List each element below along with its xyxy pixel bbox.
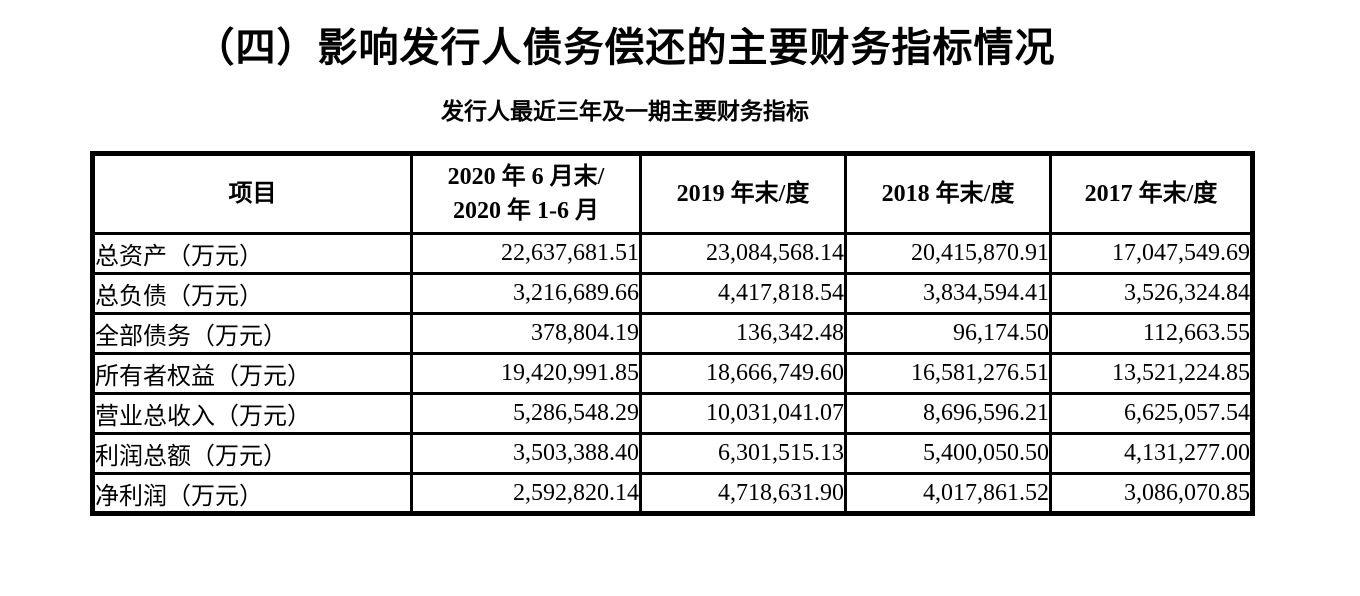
- value-2017: 112,663.55: [1049, 312, 1254, 355]
- value-2018: 16,581,276.51: [844, 352, 1052, 395]
- value-2018: 3,834,594.41: [844, 272, 1052, 315]
- row-label: 净利润（万元）: [91, 472, 413, 515]
- row-label: 总负债（万元）: [91, 272, 413, 315]
- row-label: 利润总额（万元）: [91, 432, 413, 475]
- value-2018: 96,174.50: [844, 312, 1052, 355]
- value-2017: 3,086,070.85: [1049, 472, 1254, 515]
- column-header-item: 项目: [91, 152, 413, 235]
- value-2020: 378,804.19: [410, 312, 642, 355]
- column-header-2020: 2020 年 6 月末/ 2020 年 1-6 月: [410, 152, 642, 235]
- value-2017: 6,625,057.54: [1049, 392, 1254, 435]
- document-header: （四）影响发行人债务偿还的主要财务指标情况 发行人最近三年及一期主要财务指标: [0, 0, 1250, 126]
- table-row-total-liabilities: 总负债（万元） 3,216,689.66 4,417,818.54 3,834,…: [91, 272, 1254, 315]
- value-2020: 3,503,388.40: [410, 432, 642, 475]
- table-row-total-profit: 利润总额（万元） 3,503,388.40 6,301,515.13 5,400…: [91, 432, 1254, 475]
- value-2018: 5,400,050.50: [844, 432, 1052, 475]
- column-header-2019: 2019 年末/度: [639, 152, 847, 235]
- table-row-net-profit: 净利润（万元） 2,592,820.14 4,718,631.90 4,017,…: [91, 472, 1254, 515]
- value-2017: 13,521,224.85: [1049, 352, 1254, 395]
- value-2018: 8,696,596.21: [844, 392, 1052, 435]
- table-row-total-debt: 全部债务（万元） 378,804.19 136,342.48 96,174.50…: [91, 312, 1254, 355]
- value-2018: 20,415,870.91: [844, 232, 1052, 275]
- table-caption: 发行人最近三年及一期主要财务指标: [441, 99, 809, 124]
- value-2019: 4,718,631.90: [639, 472, 847, 515]
- value-2019: 4,417,818.54: [639, 272, 847, 315]
- value-2017: 17,047,549.69: [1049, 232, 1254, 275]
- row-label: 所有者权益（万元）: [91, 352, 413, 395]
- table-row-owners-equity: 所有者权益（万元） 19,420,991.85 18,666,749.60 16…: [91, 352, 1254, 395]
- value-2020: 3,216,689.66: [410, 272, 642, 315]
- row-label: 全部债务（万元）: [91, 312, 413, 355]
- value-2019: 18,666,749.60: [639, 352, 847, 395]
- value-2017: 4,131,277.00: [1049, 432, 1254, 475]
- financial-indicators-table: 项目 2020 年 6 月末/ 2020 年 1-6 月 2019 年末/度 2…: [90, 151, 1255, 516]
- value-2020: 22,637,681.51: [410, 232, 642, 275]
- value-2020: 2,592,820.14: [410, 472, 642, 515]
- value-2017: 3,526,324.84: [1049, 272, 1254, 315]
- value-2019: 136,342.48: [639, 312, 847, 355]
- value-2019: 10,031,041.07: [639, 392, 847, 435]
- column-header-2020-line1: 2020 年 6 月末/: [447, 164, 605, 190]
- value-2018: 4,017,861.52: [844, 472, 1052, 515]
- value-2020: 19,420,991.85: [410, 352, 642, 395]
- value-2019: 23,084,568.14: [639, 232, 847, 275]
- value-2020: 5,286,548.29: [410, 392, 642, 435]
- table-row-total-assets: 总资产（万元） 22,637,681.51 23,084,568.14 20,4…: [91, 232, 1254, 275]
- row-label: 营业总收入（万元）: [91, 392, 413, 435]
- section-title: （四）影响发行人债务偿还的主要财务指标情况: [194, 25, 1056, 70]
- column-header-2020-line2: 2020 年 1-6 月: [453, 198, 599, 224]
- table-row-total-operating-revenue: 营业总收入（万元） 5,286,548.29 10,031,041.07 8,6…: [91, 392, 1254, 435]
- value-2019: 6,301,515.13: [639, 432, 847, 475]
- column-header-2017: 2017 年末/度: [1049, 152, 1254, 235]
- column-header-2018: 2018 年末/度: [844, 152, 1052, 235]
- table-header-row: 项目 2020 年 6 月末/ 2020 年 1-6 月 2019 年末/度 2…: [91, 152, 1254, 235]
- row-label: 总资产（万元）: [91, 232, 413, 275]
